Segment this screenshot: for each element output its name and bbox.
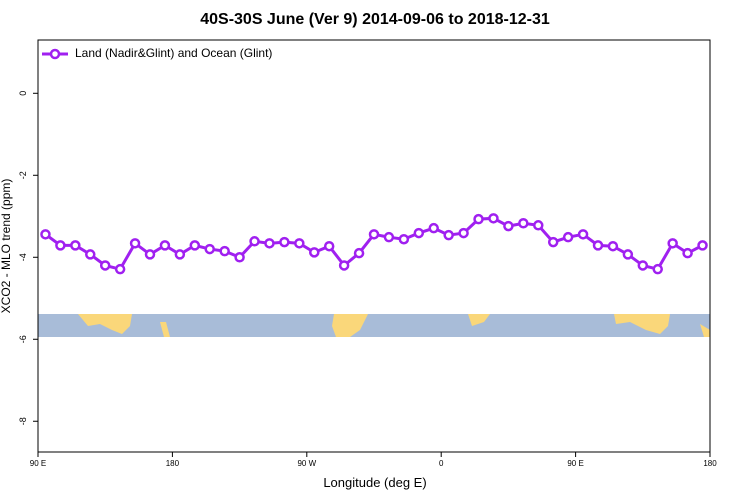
data-point	[204, 243, 215, 255]
data-point	[428, 222, 439, 234]
x-tick-label: 90 E	[30, 459, 46, 468]
y-tick-label: -2	[18, 171, 28, 179]
data-point	[219, 245, 230, 257]
data-point	[309, 247, 320, 258]
data-point	[547, 236, 559, 248]
x-tick-label: 90 W	[297, 459, 316, 468]
y-tick-label: -8	[18, 417, 28, 425]
data-point	[518, 217, 529, 229]
data-point	[413, 227, 425, 239]
data-point	[85, 249, 96, 260]
x-tick-label: 90 E	[567, 459, 583, 468]
data-point	[488, 213, 499, 224]
data-point	[129, 238, 141, 249]
legend-label: Land (Nadir&Glint) and Ocean (Glint)	[75, 46, 272, 60]
data-point	[353, 247, 365, 259]
data-point	[682, 247, 693, 259]
data-point	[398, 233, 410, 245]
data-point	[99, 260, 111, 271]
data-point	[159, 240, 171, 251]
data-point	[473, 213, 484, 225]
data-point	[189, 240, 201, 251]
data-point	[70, 240, 81, 251]
y-axis-label: XCO2 - MLO trend (ppm)	[0, 179, 13, 314]
data-point	[503, 220, 514, 232]
x-axis-label: Longitude (deg E)	[323, 475, 426, 490]
data-point	[368, 229, 380, 240]
data-point	[562, 231, 574, 243]
x-tick-label: 180	[166, 459, 180, 468]
data-point	[592, 240, 604, 251]
map-band	[38, 314, 710, 337]
plot-frame	[37, 39, 711, 453]
y-tick-label: 0	[18, 91, 28, 96]
data-point	[652, 263, 663, 275]
data-point	[144, 249, 156, 260]
data-point	[279, 236, 290, 248]
data-point	[458, 227, 469, 239]
data-point	[264, 238, 275, 249]
data-line	[44, 216, 704, 271]
data-point	[443, 229, 454, 241]
data-point	[667, 238, 678, 249]
data-point	[40, 229, 51, 240]
data-point	[577, 229, 589, 240]
x-tick-label: 0	[439, 459, 444, 468]
data-point	[114, 263, 126, 275]
data-point	[234, 252, 245, 263]
data-point	[55, 240, 66, 251]
legend-marker	[49, 48, 61, 60]
data-point	[249, 236, 260, 247]
legend: Land (Nadir&Glint) and Ocean (Glint)	[42, 46, 272, 60]
data-point	[294, 238, 305, 249]
y-tick-label: -4	[18, 253, 28, 261]
data-point	[637, 260, 649, 271]
data-point	[174, 249, 186, 260]
x-tick-label: 180	[703, 459, 717, 468]
data-point	[622, 249, 634, 260]
chart-title: 40S-30S June (Ver 9) 2014-09-06 to 2018-…	[200, 11, 550, 28]
y-tick-label: -6	[18, 335, 28, 343]
data-point	[533, 220, 544, 231]
data-point	[607, 240, 619, 252]
data-point	[338, 260, 350, 271]
data-point	[323, 240, 335, 252]
data-point	[697, 240, 708, 251]
data-point	[383, 231, 395, 243]
